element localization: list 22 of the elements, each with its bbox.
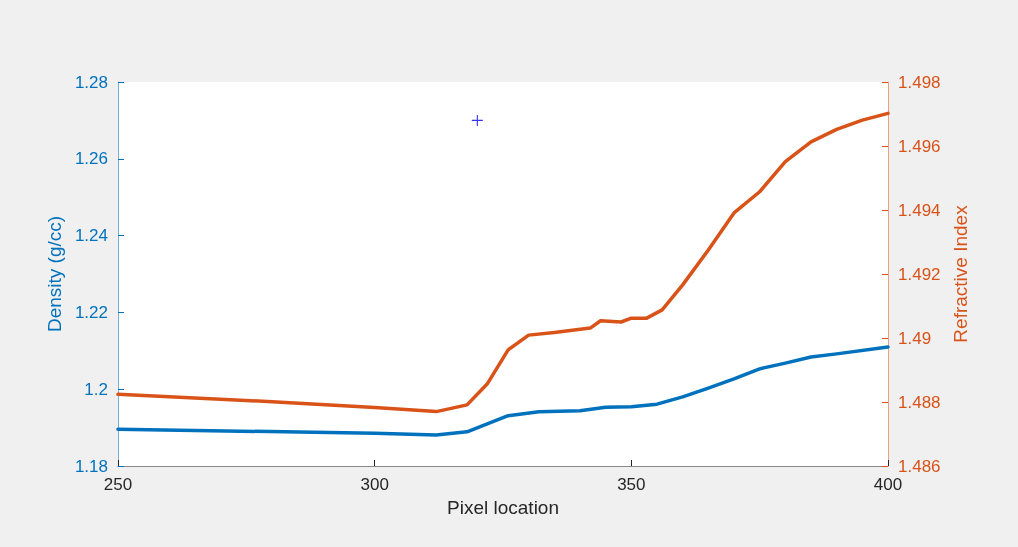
x-axis-title: Pixel location xyxy=(447,497,559,518)
y-tick-label: 1.22 xyxy=(74,302,108,322)
y2-tick-label: 1.492 xyxy=(898,264,941,284)
y-axis-title: Density (g/cc) xyxy=(44,215,66,333)
y-tick-label: 1.18 xyxy=(74,456,108,476)
y-tick-label: 1.28 xyxy=(74,72,108,92)
x-tick-label: 300 xyxy=(360,475,389,494)
x-tick-label: 350 xyxy=(617,475,646,494)
y2-tick-label: 1.486 xyxy=(898,456,941,476)
y2-tick-label: 1.49 xyxy=(898,328,932,348)
y-tick-label: 1.26 xyxy=(74,149,108,169)
line-series xyxy=(116,111,890,414)
y2-tick-label: 1.488 xyxy=(898,392,941,412)
y-tick-label: 1.2 xyxy=(84,379,108,399)
y-tick-label: 1.24 xyxy=(74,226,108,246)
y2-tick-label: 1.498 xyxy=(898,72,941,92)
line-series xyxy=(116,345,890,437)
y2-axis-title: Refractive Index xyxy=(950,204,972,343)
x-tick-label: 400 xyxy=(873,475,903,494)
y2-tick-label: 1.496 xyxy=(898,136,941,156)
x-tick-label: 250 xyxy=(103,475,133,494)
y2-tick-label: 1.494 xyxy=(898,200,941,220)
